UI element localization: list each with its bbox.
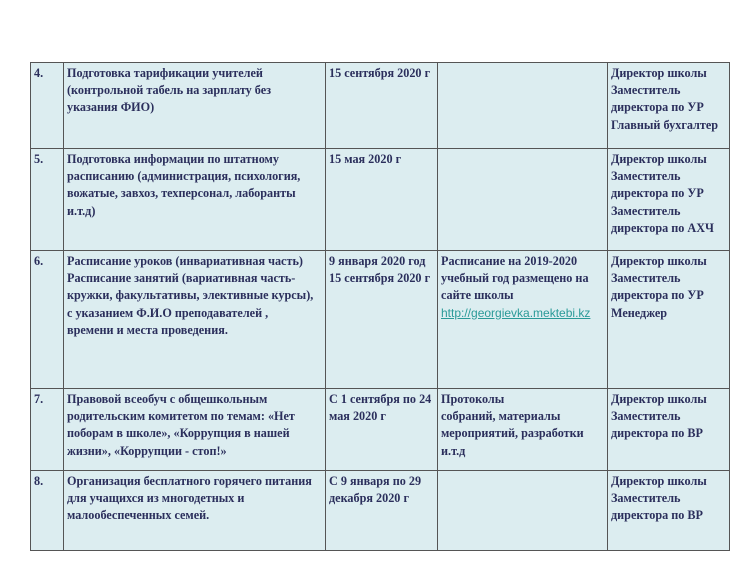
table-row: 4. Подготовка тарификации учителей (конт… — [30, 62, 730, 149]
row-number: 8. — [30, 470, 64, 551]
row-number: 5. — [30, 148, 64, 251]
result-cell: Расписание на 2019-2020 учебный год разм… — [437, 250, 608, 389]
date-cell: С 1 сентября по 24 мая 2020 г — [325, 388, 438, 471]
responsible-cell: Директор школы Заместитель директора по … — [607, 470, 730, 551]
date-cell: 9 января 2020 год 15 сентября 2020 г — [325, 250, 438, 389]
table-row: 5. Подготовка информации по штатному рас… — [30, 148, 730, 251]
task-cell: Подготовка информации по штатному распис… — [63, 148, 326, 251]
table-row: 8. Организация бесплатного горячего пита… — [30, 470, 730, 551]
plan-table: 4. Подготовка тарификации учителей (конт… — [30, 62, 730, 551]
task-cell: Организация бесплатного горячего питания… — [63, 470, 326, 551]
task-cell: Подготовка тарификации учителей (контрол… — [63, 62, 326, 149]
result-text: Протоколы собраний, материалы мероприяти… — [441, 392, 584, 458]
school-website-link[interactable]: http://georgievka.mektebi.kz — [441, 305, 591, 320]
date-cell: С 9 января по 29 декабря 2020 г — [325, 470, 438, 551]
responsible-cell: Директор школы Заместитель директора по … — [607, 62, 730, 149]
row-number: 7. — [30, 388, 64, 471]
responsible-cell: Директор школы Заместитель директора по … — [607, 148, 730, 251]
task-cell: Расписание уроков (инвариативная часть) … — [63, 250, 326, 389]
date-cell: 15 сентября 2020 г — [325, 62, 438, 149]
result-cell — [437, 470, 608, 551]
task-cell: Правовой всеобуч с общешкольным родитель… — [63, 388, 326, 471]
result-cell: Протоколы собраний, материалы мероприяти… — [437, 388, 608, 471]
date-cell: 15 мая 2020 г — [325, 148, 438, 251]
responsible-cell: Директор школы Заместитель директора по … — [607, 388, 730, 471]
responsible-cell: Директор школы Заместитель директора по … — [607, 250, 730, 389]
row-number: 4. — [30, 62, 64, 149]
result-cell — [437, 62, 608, 149]
result-text: Расписание на 2019-2020 учебный год разм… — [441, 254, 589, 303]
result-cell — [437, 148, 608, 251]
table-row: 7. Правовой всеобуч с общешкольным родит… — [30, 388, 730, 471]
table-row: 6. Расписание уроков (инвариативная част… — [30, 250, 730, 389]
row-number: 6. — [30, 250, 64, 389]
